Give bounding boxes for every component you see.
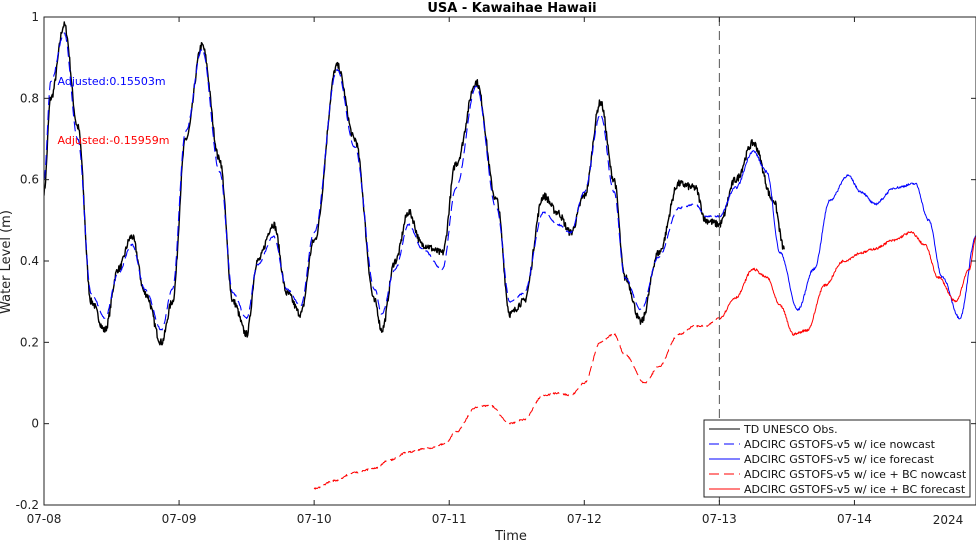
legend-entry-2: ADCIRC GSTOFS-v5 w/ ice nowcast — [744, 438, 936, 451]
adjustment-annotation-2: Adjusted:-0.15959m — [58, 134, 170, 147]
series-layer — [44, 21, 976, 490]
legend-box — [703, 419, 971, 498]
series-line-1 — [44, 21, 785, 346]
legend-entry-4: ADCIRC GSTOFS-v5 w/ ice + BC nowcast — [744, 468, 967, 481]
x-tick-label-5: 07-13 — [702, 512, 737, 526]
y-tick-label-1: 0 — [31, 417, 39, 431]
y-tick-label-3: 0.4 — [20, 254, 39, 268]
series-line-2 — [44, 32, 720, 331]
y-axis-label: Water Level (m) — [0, 210, 14, 314]
x-axis-label: Time — [494, 529, 527, 541]
chart-title: USA - Kawaihae Hawaii — [427, 1, 596, 16]
series-line-3 — [718, 149, 976, 320]
adjustment-annotation-1: Adjusted:0.15503m — [58, 75, 166, 88]
axes-layer: 07-08 07-09 07-10 07-11 07-12 07-13 07-14 -0.2 0… — [16, 10, 976, 526]
y-tick-label-6: 1 — [31, 10, 39, 24]
y-tick-label-0: -0.2 — [16, 498, 39, 512]
legend-entry-1: TD UNESCO Obs. — [743, 423, 838, 436]
legend-entry-3: ADCIRC GSTOFS-v5 w/ ice forecast — [744, 453, 935, 466]
legend-entry-5: ADCIRC GSTOFS-v5 w/ ice + BC forecast — [744, 483, 966, 496]
y-tick-label-5: 0.8 — [20, 91, 39, 105]
x-tick-label-0: 07-08 — [27, 512, 62, 526]
series-line-5 — [718, 231, 976, 336]
series-line-4 — [313, 317, 720, 490]
x-tick-label-3: 07-11 — [432, 512, 467, 526]
annotation-layer: Adjusted:0.15503m Adjusted:-0.15959m — [58, 75, 170, 147]
year-label: 2024 — [933, 513, 964, 527]
y-tick-label-4: 0.6 — [20, 173, 39, 187]
x-tick-label-1: 07-09 — [162, 512, 197, 526]
y-tick-label-2: 0.2 — [20, 335, 39, 349]
x-tick-label-6: 07-14 — [837, 512, 872, 526]
x-tick-label-2: 07-10 — [297, 512, 332, 526]
x-tick-label-4: 07-12 — [567, 512, 602, 526]
legend: TD UNESCO Obs. ADCIRC GSTOFS-v5 w/ ice no… — [703, 419, 971, 498]
